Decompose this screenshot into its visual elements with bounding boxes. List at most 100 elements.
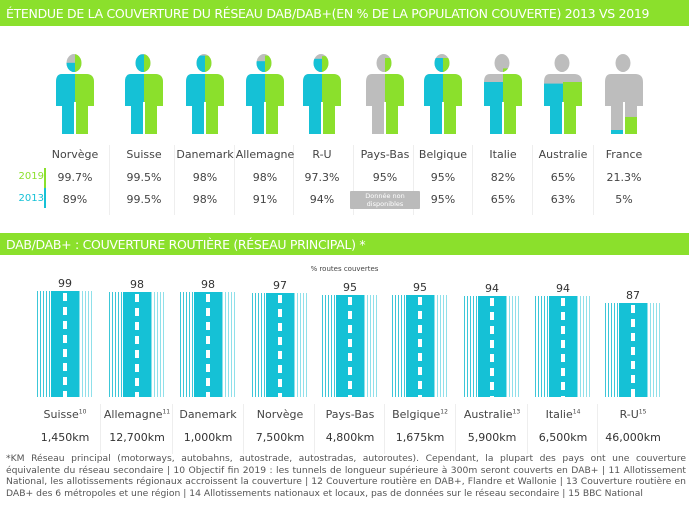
value-2019: 99.7% (57, 171, 93, 184)
value-2013: 91% (252, 193, 278, 206)
bar-2013 (246, 61, 265, 134)
footnote: *KM Réseau principal (motorways, autobah… (6, 453, 686, 499)
bar-2019 (503, 68, 522, 134)
bar-2019 (144, 54, 163, 134)
road-column (456, 404, 528, 454)
bar-2013 (484, 82, 503, 134)
value-2013: 98% (192, 193, 218, 206)
person-icon (424, 54, 462, 134)
country-name: R-U (312, 148, 332, 161)
road-km-value: 1,450km (40, 431, 90, 444)
road-column (315, 404, 385, 454)
road-bar (109, 291, 165, 397)
road-value-label: 98 (130, 277, 144, 291)
road-column (528, 404, 598, 454)
country-name: Danemark (176, 148, 234, 161)
bar-2013 (56, 62, 75, 134)
value-2019: 98% (252, 171, 278, 184)
bar-2019 (563, 82, 582, 134)
value-2013: 63% (550, 193, 576, 206)
footnote-ref: 11 (162, 408, 171, 416)
road-bar (605, 303, 661, 397)
not-available-badge: Donnée non disponibles (350, 191, 420, 209)
footnote-ref: 13 (512, 408, 521, 416)
road-value-label: 95 (413, 280, 427, 294)
value-2019: 95% (430, 171, 456, 184)
country-name: Italie (489, 148, 517, 161)
road-km-value: 46,000km (605, 431, 661, 444)
road-country-name: Danemark (179, 408, 237, 421)
table-column (294, 145, 354, 215)
road-country-name: Allemagne11 (103, 408, 171, 421)
person-icon (186, 54, 224, 134)
road-column (101, 404, 173, 454)
value-2013: Donnée non disponibles (350, 191, 420, 209)
value-2019: 65% (550, 171, 576, 184)
value-2013: 65% (490, 193, 516, 206)
road-km-value: 6,500km (538, 431, 588, 444)
road-km-value: 4,800km (325, 431, 375, 444)
country-name: Allemagne (235, 148, 295, 161)
table-column (414, 145, 473, 215)
person-icon (484, 54, 522, 134)
bar-2019 (385, 58, 404, 134)
value-2019: 97.3% (304, 171, 340, 184)
footnote-ref: 14 (572, 408, 581, 416)
value-2013: 95% (430, 193, 456, 206)
value-2013: 99.5% (126, 193, 162, 206)
value-2013: 5% (615, 193, 633, 206)
road-km-value: 1,675km (395, 431, 445, 444)
road-country-name: R-U15 (619, 408, 647, 421)
bar-2019 (443, 58, 462, 134)
value-2019: 82% (490, 171, 516, 184)
value-2019: 98% (192, 171, 218, 184)
table-column (110, 145, 175, 215)
road-value-label: 94 (556, 281, 570, 295)
road-country-name: Australie13 (463, 408, 521, 421)
road-value-label: 97 (273, 278, 287, 292)
road-country-name: Pays-Bas (325, 408, 375, 421)
section-title-population: ÉTENDUE DE LA COUVERTURE DU RÉSEAU DAB/D… (0, 0, 689, 26)
bar-2019 (75, 54, 94, 134)
bar-2019 (624, 116, 643, 134)
section-title-roads: DAB/DAB+ : COUVERTURE ROUTIÈRE (RÉSEAU P… (0, 233, 689, 255)
legend-2013-bar (44, 188, 46, 208)
table-column (354, 145, 414, 215)
road-bar (464, 295, 520, 397)
person-icon (366, 54, 404, 134)
roads-axis-label: % routes couvertes (310, 265, 379, 273)
road-value-label: 99 (58, 276, 72, 290)
country-name: Australie (538, 148, 588, 161)
road-km-value: 5,900km (467, 431, 517, 444)
road-country-name: Belgique12 (392, 408, 448, 421)
person-icon (605, 54, 643, 134)
table-column (235, 145, 294, 215)
bar-2019 (265, 55, 284, 134)
road-km-value: 7,500km (255, 431, 305, 444)
bar-2013 (424, 58, 443, 134)
bar-2013 (303, 58, 322, 134)
country-name: France (605, 148, 643, 161)
road-country-name: Suisse10 (43, 408, 87, 421)
road-value-label: 94 (485, 281, 499, 295)
road-column (244, 404, 315, 454)
road-value-label: 98 (201, 277, 215, 291)
value-2019: 95% (372, 171, 398, 184)
country-name: Suisse (126, 148, 162, 161)
road-km-value: 12,700km (109, 431, 165, 444)
person-icon (246, 54, 284, 134)
bar-2013 (605, 130, 624, 134)
road-country-name: Norvège (256, 408, 304, 421)
value-2019: 21.3% (606, 171, 642, 184)
country-name: Belgique (418, 148, 468, 161)
bar-2013 (186, 55, 205, 134)
road-bar (392, 294, 448, 397)
road-value-label: 87 (626, 289, 640, 303)
value-2013: 89% (62, 193, 88, 206)
table-column (48, 145, 110, 215)
road-bar (322, 294, 378, 397)
country-name: Norvège (51, 148, 99, 161)
value-2019: 99.5% (126, 171, 162, 184)
person-icon (544, 54, 582, 134)
table-column (533, 145, 594, 215)
